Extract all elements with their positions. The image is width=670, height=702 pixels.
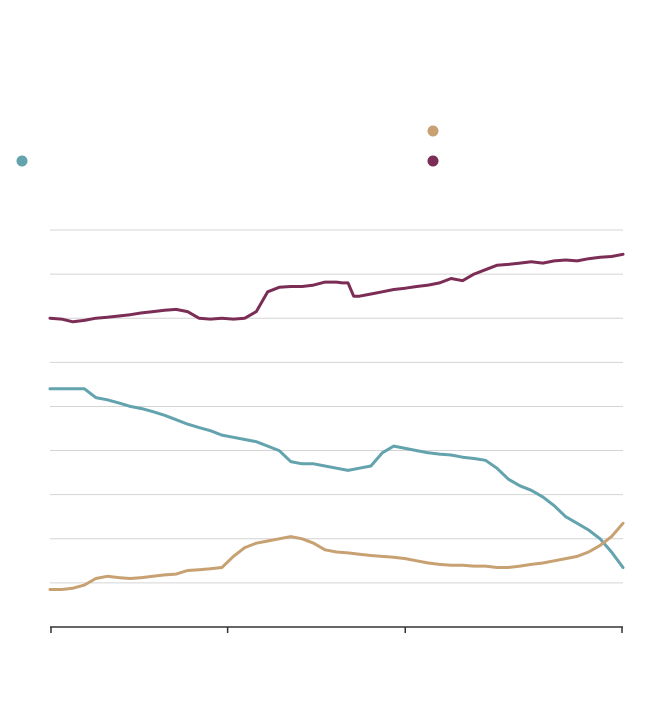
series-line-2 xyxy=(48,521,625,591)
series-line-1 xyxy=(48,387,625,569)
legend-dot-1 xyxy=(16,155,28,167)
legend-dot-2 xyxy=(427,125,439,137)
series-line-0 xyxy=(48,252,625,324)
legend-dot-0 xyxy=(427,155,439,167)
